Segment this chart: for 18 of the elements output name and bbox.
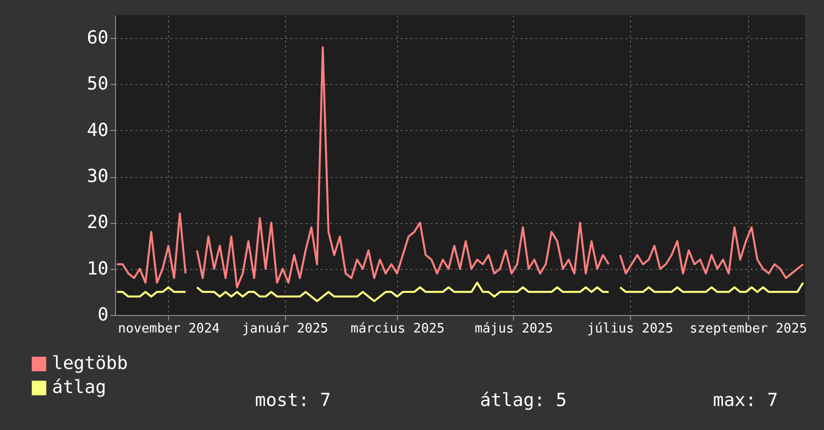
- x-tick-label: március 2025: [350, 322, 445, 336]
- x-tick-label: július 2025: [587, 322, 674, 336]
- y-tick-label: 10: [86, 258, 108, 280]
- x-tick-label: január 2025: [242, 322, 328, 336]
- x-tick-label: szeptember 2025: [690, 322, 808, 336]
- y-tick-label: 40: [86, 120, 108, 141]
- x-tick-label: november 2024: [118, 322, 220, 336]
- y-tick-label: 50: [86, 74, 108, 95]
- text: átlag: 5: [480, 390, 567, 411]
- text: most: 7: [255, 390, 331, 411]
- y-tick-label: 0: [98, 304, 108, 326]
- y-tick-label: 20: [86, 212, 108, 234]
- y-tick-label: 30: [86, 166, 108, 188]
- text: max: 7: [713, 390, 778, 411]
- legend-label: legtöbb: [52, 353, 128, 374]
- legend-label: átlag: [52, 377, 106, 398]
- y-tick-label: 60: [86, 28, 108, 49]
- x-tick-label: május 2025: [474, 322, 554, 336]
